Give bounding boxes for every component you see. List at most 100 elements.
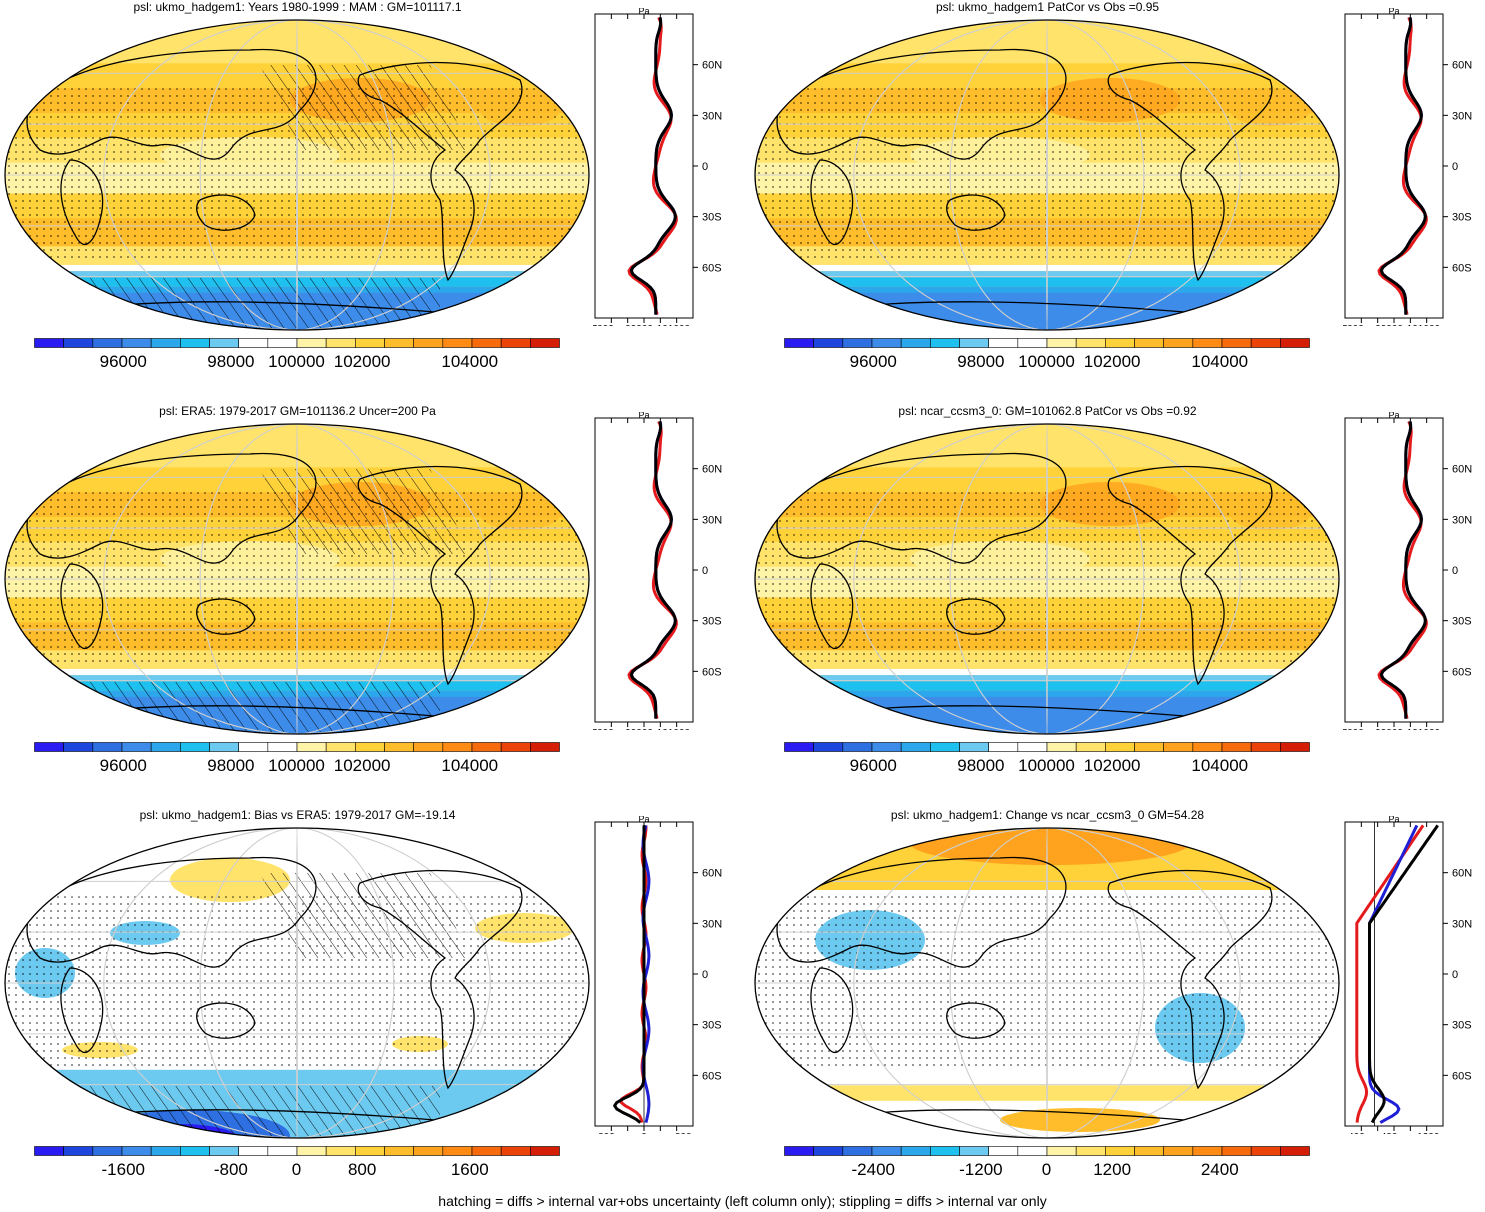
profile-unit: Pa	[638, 8, 649, 16]
profile-unit: Pa	[1388, 816, 1399, 824]
profile-lat-label: 30N	[1452, 918, 1472, 930]
colorbar-tick-label: 0	[1041, 1160, 1052, 1179]
profile-x-label: 101000	[657, 324, 691, 326]
colorbar-tick-label: 96000	[99, 352, 147, 371]
colorbar	[34, 338, 560, 348]
profile-x-label: 101000	[1407, 324, 1441, 326]
profile-lat-label: 30N	[1452, 110, 1472, 122]
colorbar	[784, 742, 1310, 752]
profile-lat-label: 0	[1452, 969, 1458, 981]
zonal-mean-profile: Pa 60N 30N 0 30S 60S 97000 99000 101000	[1343, 412, 1472, 730]
zonal-mean-profile: Pa 60N 30N 0 30S 60S 97000 99000 101000	[1343, 8, 1472, 326]
colorbar-tick-label: 104000	[441, 756, 499, 775]
colorbar-tick-label: 1600	[450, 1160, 489, 1179]
colorbar-tick-label: -1200	[959, 1160, 1003, 1179]
profile-lat-label: 30N	[702, 514, 722, 526]
profile-x-label: 101000	[657, 728, 691, 730]
colorbar-tick-label: 100000	[1018, 756, 1075, 775]
map-robinson	[754, 19, 1340, 331]
colorbar-tick-label: 102000	[1083, 352, 1141, 371]
panel-p4: psl: ncar_ccsm3_0: GM=101062.8 PatCor vs…	[750, 404, 1485, 808]
colorbar-tick-label: 102000	[333, 352, 391, 371]
profile-x-label: 99000	[1375, 324, 1403, 326]
map-robinson	[754, 423, 1340, 735]
profile-x-label: -400	[1345, 1132, 1365, 1134]
profile-lat-label: 0	[1452, 161, 1458, 173]
profile-x-label: 1200	[1417, 1132, 1440, 1134]
profile-line	[1379, 421, 1427, 719]
panel-p3: psl: ERA5: 1979-2017 GM=101136.2 Uncer=2…	[0, 404, 742, 808]
profile-lat-label: 30N	[1452, 514, 1472, 526]
colorbar	[34, 1146, 560, 1156]
profile-lat-label: 30S	[702, 1020, 722, 1032]
panel-p2: psl: ukmo_hadgem1 PatCor vs Obs =0.95 960…	[750, 0, 1485, 404]
profile-lat-label: 30N	[702, 918, 722, 930]
map-robinson	[4, 19, 590, 331]
profile-line	[1379, 17, 1427, 315]
profile-x-label: 97000	[1343, 728, 1364, 730]
colorbar	[34, 742, 560, 752]
profile-unit: Pa	[638, 816, 649, 824]
map-title: psl: ukmo_hadgem1: Bias vs ERA5: 1979-20…	[139, 808, 456, 822]
panel-p1: psl: ukmo_hadgem1: Years 1980-1999 : MAM…	[0, 0, 742, 404]
profile-lat-label: 0	[702, 969, 708, 981]
colorbar-tick-label: 800	[347, 1160, 377, 1179]
profile-x-label: 400	[1381, 1132, 1398, 1134]
map-title: psl: ERA5: 1979-2017 GM=101136.2 Uncer=2…	[159, 404, 436, 418]
profile-unit: Pa	[1388, 412, 1399, 420]
profile-line	[1355, 824, 1425, 1123]
profile-x-label: 99000	[1375, 728, 1403, 730]
zonal-mean-profile: Pa 60N 30N 0 30S 60S -800 0 800	[594, 816, 722, 1134]
profile-x-label: 97000	[593, 728, 614, 730]
map-robinson	[754, 827, 1340, 1139]
panel-p6: psl: ukmo_hadgem1: Change vs ncar_ccsm3_…	[750, 808, 1485, 1212]
colorbar-tick-label: 98000	[957, 352, 1005, 371]
profile-lat-label: 30S	[1452, 1020, 1472, 1032]
profile-lat-label: 60S	[702, 1070, 722, 1082]
profile-lat-label: 30N	[702, 110, 722, 122]
map-title: psl: ukmo_hadgem1: Years 1980-1999 : MAM…	[133, 0, 462, 14]
colorbar-tick-label: 100000	[1018, 352, 1075, 371]
profile-x-label: 800	[675, 1132, 692, 1134]
profile-lat-label: 60S	[702, 666, 722, 678]
footnote: hatching = diffs > internal var+obs unce…	[438, 1193, 1047, 1209]
profile-lat-label: 60N	[702, 60, 722, 72]
colorbar-tick-label: 104000	[1191, 756, 1249, 775]
profile-x-label: 99000	[625, 324, 653, 326]
profile-lat-label: 60N	[702, 464, 722, 476]
colorbar-tick-label: 100000	[268, 352, 325, 371]
profile-x-label: 99000	[625, 728, 653, 730]
colorbar-tick-label: 96000	[849, 756, 897, 775]
colorbar-tick-label: 102000	[333, 756, 391, 775]
profile-line	[629, 17, 677, 315]
colorbar-tick-label: 2400	[1200, 1160, 1239, 1179]
profile-x-label: 101000	[1407, 728, 1441, 730]
profile-line	[1368, 824, 1439, 1124]
colorbar-tick-label: 98000	[207, 352, 255, 371]
colorbar-tick-label: 102000	[1083, 756, 1141, 775]
profile-lat-label: 0	[1452, 565, 1458, 577]
colorbar-tick-label: 96000	[99, 756, 147, 775]
colorbar-tick-label: -2400	[851, 1160, 895, 1179]
profile-lat-label: 60S	[702, 262, 722, 274]
profile-x-label: 97000	[593, 324, 614, 326]
profile-unit: Pa	[638, 412, 649, 420]
profile-x-label: 0	[641, 1132, 647, 1134]
map-title: psl: ncar_ccsm3_0: GM=101062.8 PatCor vs…	[898, 404, 1197, 418]
profile-lat-label: 60N	[1452, 60, 1472, 72]
colorbar	[784, 1146, 1310, 1156]
zonal-mean-profile: Pa 60N 30N 0 30S 60S -400 400 1200	[1344, 816, 1472, 1134]
profile-x-label: 97000	[1343, 324, 1364, 326]
colorbar-tick-label: 98000	[957, 756, 1005, 775]
colorbar-tick-label: 100000	[268, 756, 325, 775]
colorbar	[784, 338, 1310, 348]
colorbar-tick-label: 96000	[849, 352, 897, 371]
colorbar-tick-label: 104000	[1191, 352, 1249, 371]
profile-line	[629, 421, 677, 719]
profile-x-label: -800	[595, 1132, 615, 1134]
colorbar-tick-label: -1600	[101, 1160, 145, 1179]
colorbar-tick-label: 104000	[441, 352, 499, 371]
profile-lat-label: 30S	[1452, 616, 1472, 628]
zonal-mean-profile: Pa 60N 30N 0 30S 60S 97000 99000 101000	[593, 8, 722, 326]
profile-unit: Pa	[1388, 8, 1399, 16]
